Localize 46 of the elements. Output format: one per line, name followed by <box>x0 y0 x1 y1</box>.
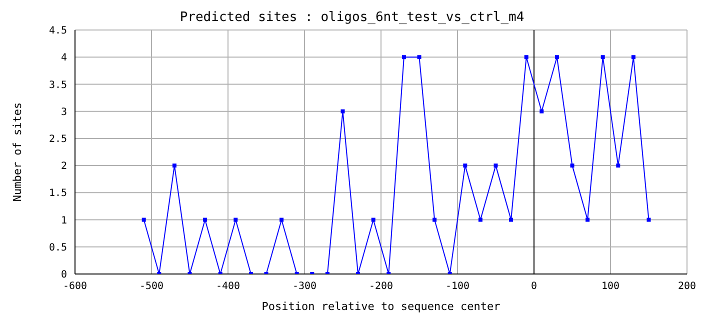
x-tick-label: 0 <box>530 281 538 292</box>
point <box>417 55 422 60</box>
point <box>646 218 651 222</box>
point <box>203 218 208 222</box>
y-tick-label: 3 <box>60 106 67 118</box>
point <box>631 55 636 60</box>
y-tick-label: 4.5 <box>48 26 67 37</box>
point <box>371 218 376 222</box>
point <box>280 218 284 222</box>
x-tick-label: -100 <box>445 281 470 292</box>
x-tick-label: -300 <box>292 281 317 292</box>
point <box>616 164 620 168</box>
point <box>554 55 559 60</box>
y-tick-label: 1 <box>60 215 67 226</box>
point <box>600 55 605 60</box>
x-tick-label: -200 <box>368 281 394 292</box>
y-tick-label: 0 <box>60 270 67 281</box>
point <box>172 164 176 168</box>
y-tick-label: 2 <box>60 161 67 172</box>
point <box>509 218 514 222</box>
y-tick-label: 4 <box>60 52 67 64</box>
point <box>570 164 574 168</box>
point <box>142 218 146 222</box>
y-axis-title: Number of sites <box>10 102 24 202</box>
chart-title: Predicted sites : oligos_6nt_test_vs_ctrl_m4 <box>178 10 526 25</box>
point <box>463 164 468 168</box>
point <box>586 218 590 222</box>
point <box>340 109 345 114</box>
point <box>432 218 437 222</box>
line-series <box>142 55 651 274</box>
x-axis-title: Position relative to sequence center <box>262 300 501 313</box>
point <box>494 164 498 168</box>
y-tick-label: 3.5 <box>48 80 67 91</box>
y-tick-label: 2.5 <box>48 134 67 145</box>
point <box>478 218 482 222</box>
point <box>234 218 238 222</box>
point <box>524 55 528 60</box>
x-tick-label: -500 <box>139 281 164 292</box>
x-tick-label: 100 <box>601 281 620 292</box>
y-tick-label: 1.5 <box>48 188 67 200</box>
x-tick-label: -600 <box>62 281 88 292</box>
point <box>402 55 406 60</box>
y-tick-label: 0.5 <box>48 242 67 254</box>
x-tick-label: 200 <box>678 281 696 292</box>
point <box>540 109 544 114</box>
x-tick-label: -400 <box>216 281 240 292</box>
